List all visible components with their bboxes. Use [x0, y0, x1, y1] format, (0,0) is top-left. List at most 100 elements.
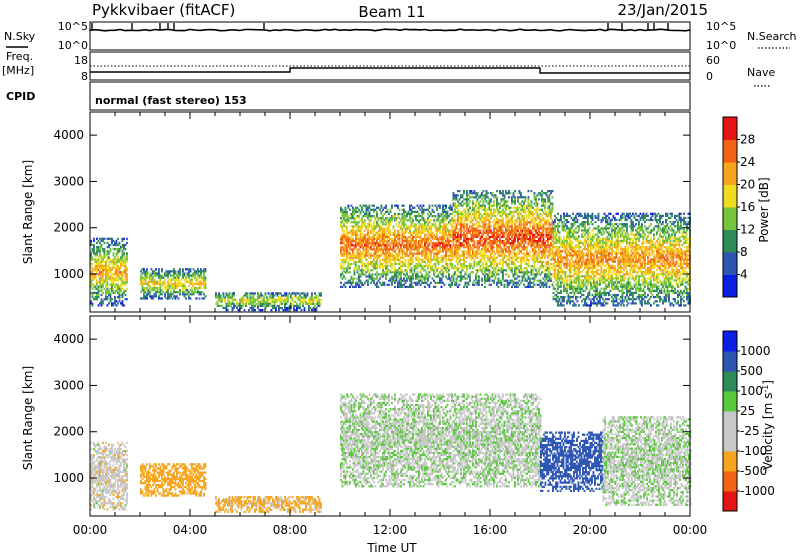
power-echo-cell	[103, 298, 106, 301]
power-echo-cell	[436, 246, 438, 249]
power-echo-cell	[476, 260, 479, 263]
power-echo-cell	[149, 280, 151, 283]
power-echo-cell	[463, 258, 465, 261]
power-echo-cell	[392, 279, 395, 282]
power-echo-cell	[385, 204, 387, 207]
power-echo-cell	[203, 280, 205, 283]
power-echo-cell	[521, 258, 524, 261]
power-echo-cell	[114, 260, 116, 263]
power-echo-cell	[403, 252, 405, 255]
power-echo-cell	[499, 219, 501, 222]
power-echo-cell	[343, 231, 345, 234]
power-echo-cell	[538, 279, 540, 282]
power-echo-cell	[413, 242, 416, 245]
power-echo-cell	[386, 269, 389, 272]
power-echo-cell	[102, 264, 104, 267]
power-echo-cell	[541, 262, 543, 266]
power-echo-cell	[398, 250, 401, 253]
power-echo-cell	[488, 221, 491, 224]
power-echo-cell	[367, 233, 369, 236]
power-echo-cell	[421, 225, 423, 228]
power-echo-cell	[340, 208, 342, 211]
power-echo-cell	[231, 298, 234, 301]
power-echo-cell	[410, 277, 413, 280]
power-echo-cell	[494, 231, 497, 234]
power-echo-cell	[487, 229, 489, 232]
power-echo-cell	[365, 265, 368, 268]
power-echo-cell	[383, 260, 386, 263]
power-echo-cell	[494, 235, 497, 238]
power-echo-cell	[100, 254, 103, 257]
power-echo-cell	[542, 210, 545, 213]
power-echo-cell	[521, 248, 524, 251]
power-echo-cell	[535, 200, 537, 203]
power-echo-cell	[439, 206, 441, 209]
power-echo-cell	[288, 306, 291, 310]
power-echo-cell	[117, 283, 119, 286]
power-echo-cell	[365, 212, 368, 216]
power-echo-cell	[478, 277, 480, 280]
power-echo-cell	[496, 231, 498, 234]
power-echo-cell	[476, 262, 479, 266]
power-echo-cell	[436, 237, 438, 241]
power-echo-cell	[102, 248, 104, 251]
power-echo-cell	[440, 260, 443, 263]
power-echo-cell	[425, 219, 428, 222]
power-echo-cell	[361, 206, 363, 209]
power-echo-cell	[97, 266, 100, 269]
power-echo-cell	[508, 233, 510, 236]
power-echo-cell	[526, 227, 528, 230]
power-echo-cell	[457, 212, 459, 216]
power-echo-cell	[100, 256, 103, 259]
power-echo-cell	[299, 294, 301, 297]
power-echo-cell	[403, 235, 405, 238]
power-echo-cell	[427, 267, 429, 270]
power-echo-cell	[475, 281, 477, 284]
power-echo-cell	[379, 244, 381, 247]
power-echo-cell	[455, 212, 458, 216]
power-echo-cell	[394, 275, 396, 278]
power-echo-cell	[545, 223, 548, 226]
power-echo-cell	[352, 225, 354, 228]
power-echo-cell	[536, 225, 539, 228]
power-echo-cell	[216, 294, 219, 297]
freq-tick-low: 8	[81, 70, 88, 83]
power-echo-cell	[409, 208, 411, 211]
power-echo-cell	[545, 246, 548, 249]
power-echo-cell	[487, 275, 489, 278]
power-echo-cell	[524, 260, 527, 263]
power-echo-cell	[273, 304, 276, 307]
power-echo-cell	[341, 221, 344, 224]
power-echo-cell	[476, 246, 479, 249]
power-echo-cell	[373, 244, 375, 247]
power-echo-cell	[112, 239, 115, 242]
power-echo-cell	[355, 240, 357, 243]
power-echo-cell	[386, 246, 389, 249]
power-echo-cell	[159, 274, 162, 277]
power-echo-cell	[547, 231, 549, 234]
power-echo-cell	[446, 271, 449, 274]
power-echo-cell	[544, 283, 546, 286]
power-echo-cell	[517, 240, 519, 243]
power-echo-cell	[521, 277, 524, 280]
power-echo-cell	[409, 212, 411, 216]
power-echo-cell	[503, 240, 506, 243]
power-echo-cell	[449, 285, 452, 288]
power-echo-cell	[449, 221, 452, 224]
power-echo-cell	[346, 237, 348, 241]
beam-title: Beam 11	[358, 3, 425, 21]
power-echo-cell	[448, 273, 450, 276]
power-echo-cell	[111, 266, 113, 269]
power-echo-cell	[341, 248, 344, 251]
power-echo-cell	[412, 235, 414, 238]
power-echo-cell	[123, 260, 125, 263]
power-echo-cell	[445, 215, 447, 218]
power-echo-cell	[472, 233, 474, 236]
power-echo-cell	[452, 196, 455, 199]
power-echo-cell	[541, 265, 543, 268]
power-echo-cell	[538, 192, 540, 195]
power-echo-cell	[500, 254, 503, 257]
power-echo-cell	[424, 277, 426, 280]
power-echo-cell	[455, 246, 458, 249]
power-echo-cell	[311, 309, 313, 312]
